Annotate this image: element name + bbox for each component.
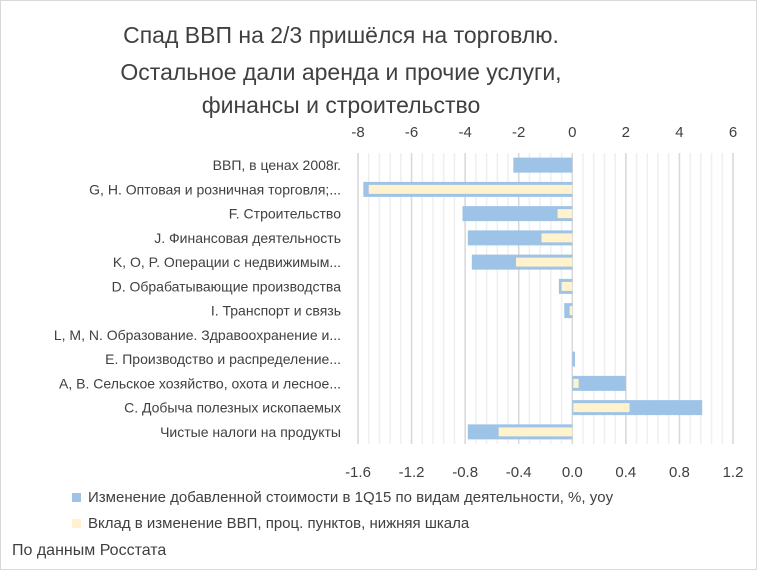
bar-value-added: [462, 206, 573, 222]
top-axis-tick-label: -6: [405, 124, 418, 141]
legend-label: Вклад в изменение ВВП, проц. пунктов, ни…: [88, 515, 470, 532]
bottom-axis-tick-label: -0.8: [452, 464, 478, 481]
top-axis-tick-label: -8: [351, 124, 364, 141]
category-label: G, H. Оптовая и розничная торговля;...: [89, 181, 341, 197]
top-axis-tick-label: -2: [512, 124, 525, 141]
bar-gdp-contribution: [573, 378, 579, 388]
category-label: ВВП, в ценах 2008г.: [213, 157, 341, 173]
category-label: Чистые налоги на продукты: [160, 424, 341, 440]
bar-gdp-contribution: [368, 184, 573, 194]
bar-gdp-contribution: [498, 427, 573, 437]
category-label: D. Обрабатывающие производства: [112, 278, 342, 294]
chart-title-line3: финансы и строительство: [201, 92, 481, 118]
bar-value-added: [572, 375, 626, 391]
bottom-axis-tick-label: 0.4: [615, 464, 636, 481]
bottom-axis-tick-label: 0.0: [562, 464, 583, 481]
source-note: По данным Росстата: [12, 542, 167, 559]
bar-value-added: [572, 351, 575, 367]
bar-gdp-contribution: [569, 306, 573, 316]
top-axis-tick-label: 0: [568, 124, 576, 141]
category-label: E. Производство и распределение...: [105, 351, 341, 367]
bottom-axis-tick-label: -0.4: [506, 464, 532, 481]
top-axis-tick-label: -4: [458, 124, 471, 141]
bar-gdp-contribution: [561, 281, 573, 291]
legend-swatch: [72, 519, 81, 528]
legend-label: Изменение добавленной стоимости в 1Q15 п…: [88, 489, 614, 506]
bar-gdp-contribution: [573, 403, 630, 413]
bottom-axis-tick-label: 1.2: [723, 464, 744, 481]
bottom-axis-tick-label: -1.2: [399, 464, 425, 481]
bar-gdp-contribution: [557, 209, 573, 219]
chart-title-line1: Спад ВВП на 2/3 пришёлся на торговлю.: [123, 22, 559, 48]
category-label: I. Транспорт и связь: [211, 303, 341, 319]
category-label: C. Добыча полезных ископаемых: [124, 400, 341, 416]
bottom-axis-tick-label: 0.8: [669, 464, 690, 481]
category-label: F. Строительство: [229, 206, 341, 222]
top-axis-tick-label: 2: [622, 124, 630, 141]
legend-swatch: [72, 493, 81, 502]
top-axis-tick-label: 6: [729, 124, 737, 141]
bar-value-added: [564, 303, 573, 319]
bar-gdp-contribution: [516, 257, 573, 267]
chart-title-line2: Остальное дали аренда и прочие услуги,: [120, 59, 562, 85]
bar-value-added: [513, 157, 573, 173]
bar-gdp-contribution: [541, 233, 573, 243]
bottom-axis-tick-label: -1.6: [345, 464, 371, 481]
category-label: J. Финансовая деятельность: [154, 230, 341, 246]
category-label: K, O, P. Операции с недвижимым...: [113, 254, 341, 270]
category-label: A, B. Сельское хозяйство, охота и лесное…: [59, 375, 341, 391]
top-axis-tick-label: 4: [675, 124, 683, 141]
category-label: L, M, N. Образование. Здравоохранение и.…: [54, 327, 341, 343]
